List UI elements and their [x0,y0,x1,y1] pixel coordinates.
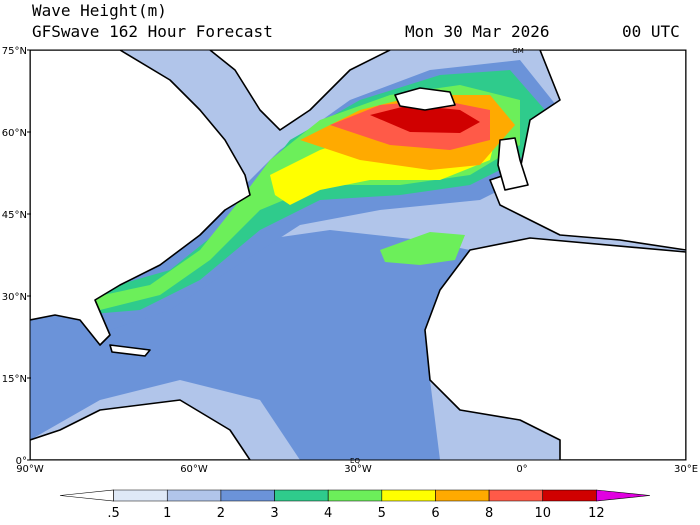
lon-label: 90°W [16,464,44,475]
wave-region [380,232,465,265]
map-area [30,50,686,460]
colorbar-label: 10 [534,506,551,521]
lat-label: 0° [16,456,27,467]
colorbar-label: 1 [163,506,171,521]
colorbar-label: 3 [270,506,278,521]
meridian-label: GM [512,47,523,55]
south-america [30,399,251,460]
axis-labels: 75°N60°N45°N30°N15°N0°90°W 60°W 30°W 0° 30°E [2,46,698,475]
europe [489,50,686,251]
iceland [394,87,456,111]
colorbar-label: 6 [431,506,439,521]
colorbar-label: 4 [324,506,332,521]
lat-label: 60°N [2,128,27,139]
lat-label: 75°N [2,46,27,57]
great-britain [497,137,529,191]
colorbar-label: 12 [588,506,605,521]
lat-label: 15°N [2,374,27,385]
colorbar-swatch [596,489,651,502]
wave-region [370,105,480,133]
colorbar-swatch [327,489,383,502]
equator-label: EQ [350,457,360,465]
colorbar-swatch [542,489,597,502]
date: Mon 30 Mar 2026 [405,22,550,41]
colorbar-label: 2 [217,506,225,521]
lon-label: 30°E [674,464,698,475]
lon-label: 30°W [344,464,372,475]
colorbar-swatch [435,489,490,502]
colorbar-swatch [488,489,544,502]
lat-label: 45°N [2,210,27,221]
colorbar-swatch [113,489,168,502]
time: 00 UTC [622,22,680,41]
colorbar-swatch [381,489,436,502]
colorbar-swatch [166,489,222,502]
lon-label: 0° [516,464,527,475]
colorbar-swatch [59,489,114,502]
lat-label: 30°N [2,292,27,303]
africa [424,237,686,460]
greenland [209,50,391,131]
north-america [30,50,251,346]
colorbar: .5 1 2 3 4 5 6 8 10 12 [59,489,651,521]
colorbar-label: 5 [378,506,386,521]
colorbar-label: 8 [485,506,493,521]
lon-label: 60°W [180,464,208,475]
subtitle: GFSwave 162 Hour Forecast [32,22,273,41]
colorbar-swatch [274,489,329,502]
map-frame [29,49,687,461]
caribbean [109,344,151,357]
title: Wave Height(m) [32,1,167,20]
colorbar-label: .5 [107,506,119,521]
colorbar-swatch [220,489,275,502]
